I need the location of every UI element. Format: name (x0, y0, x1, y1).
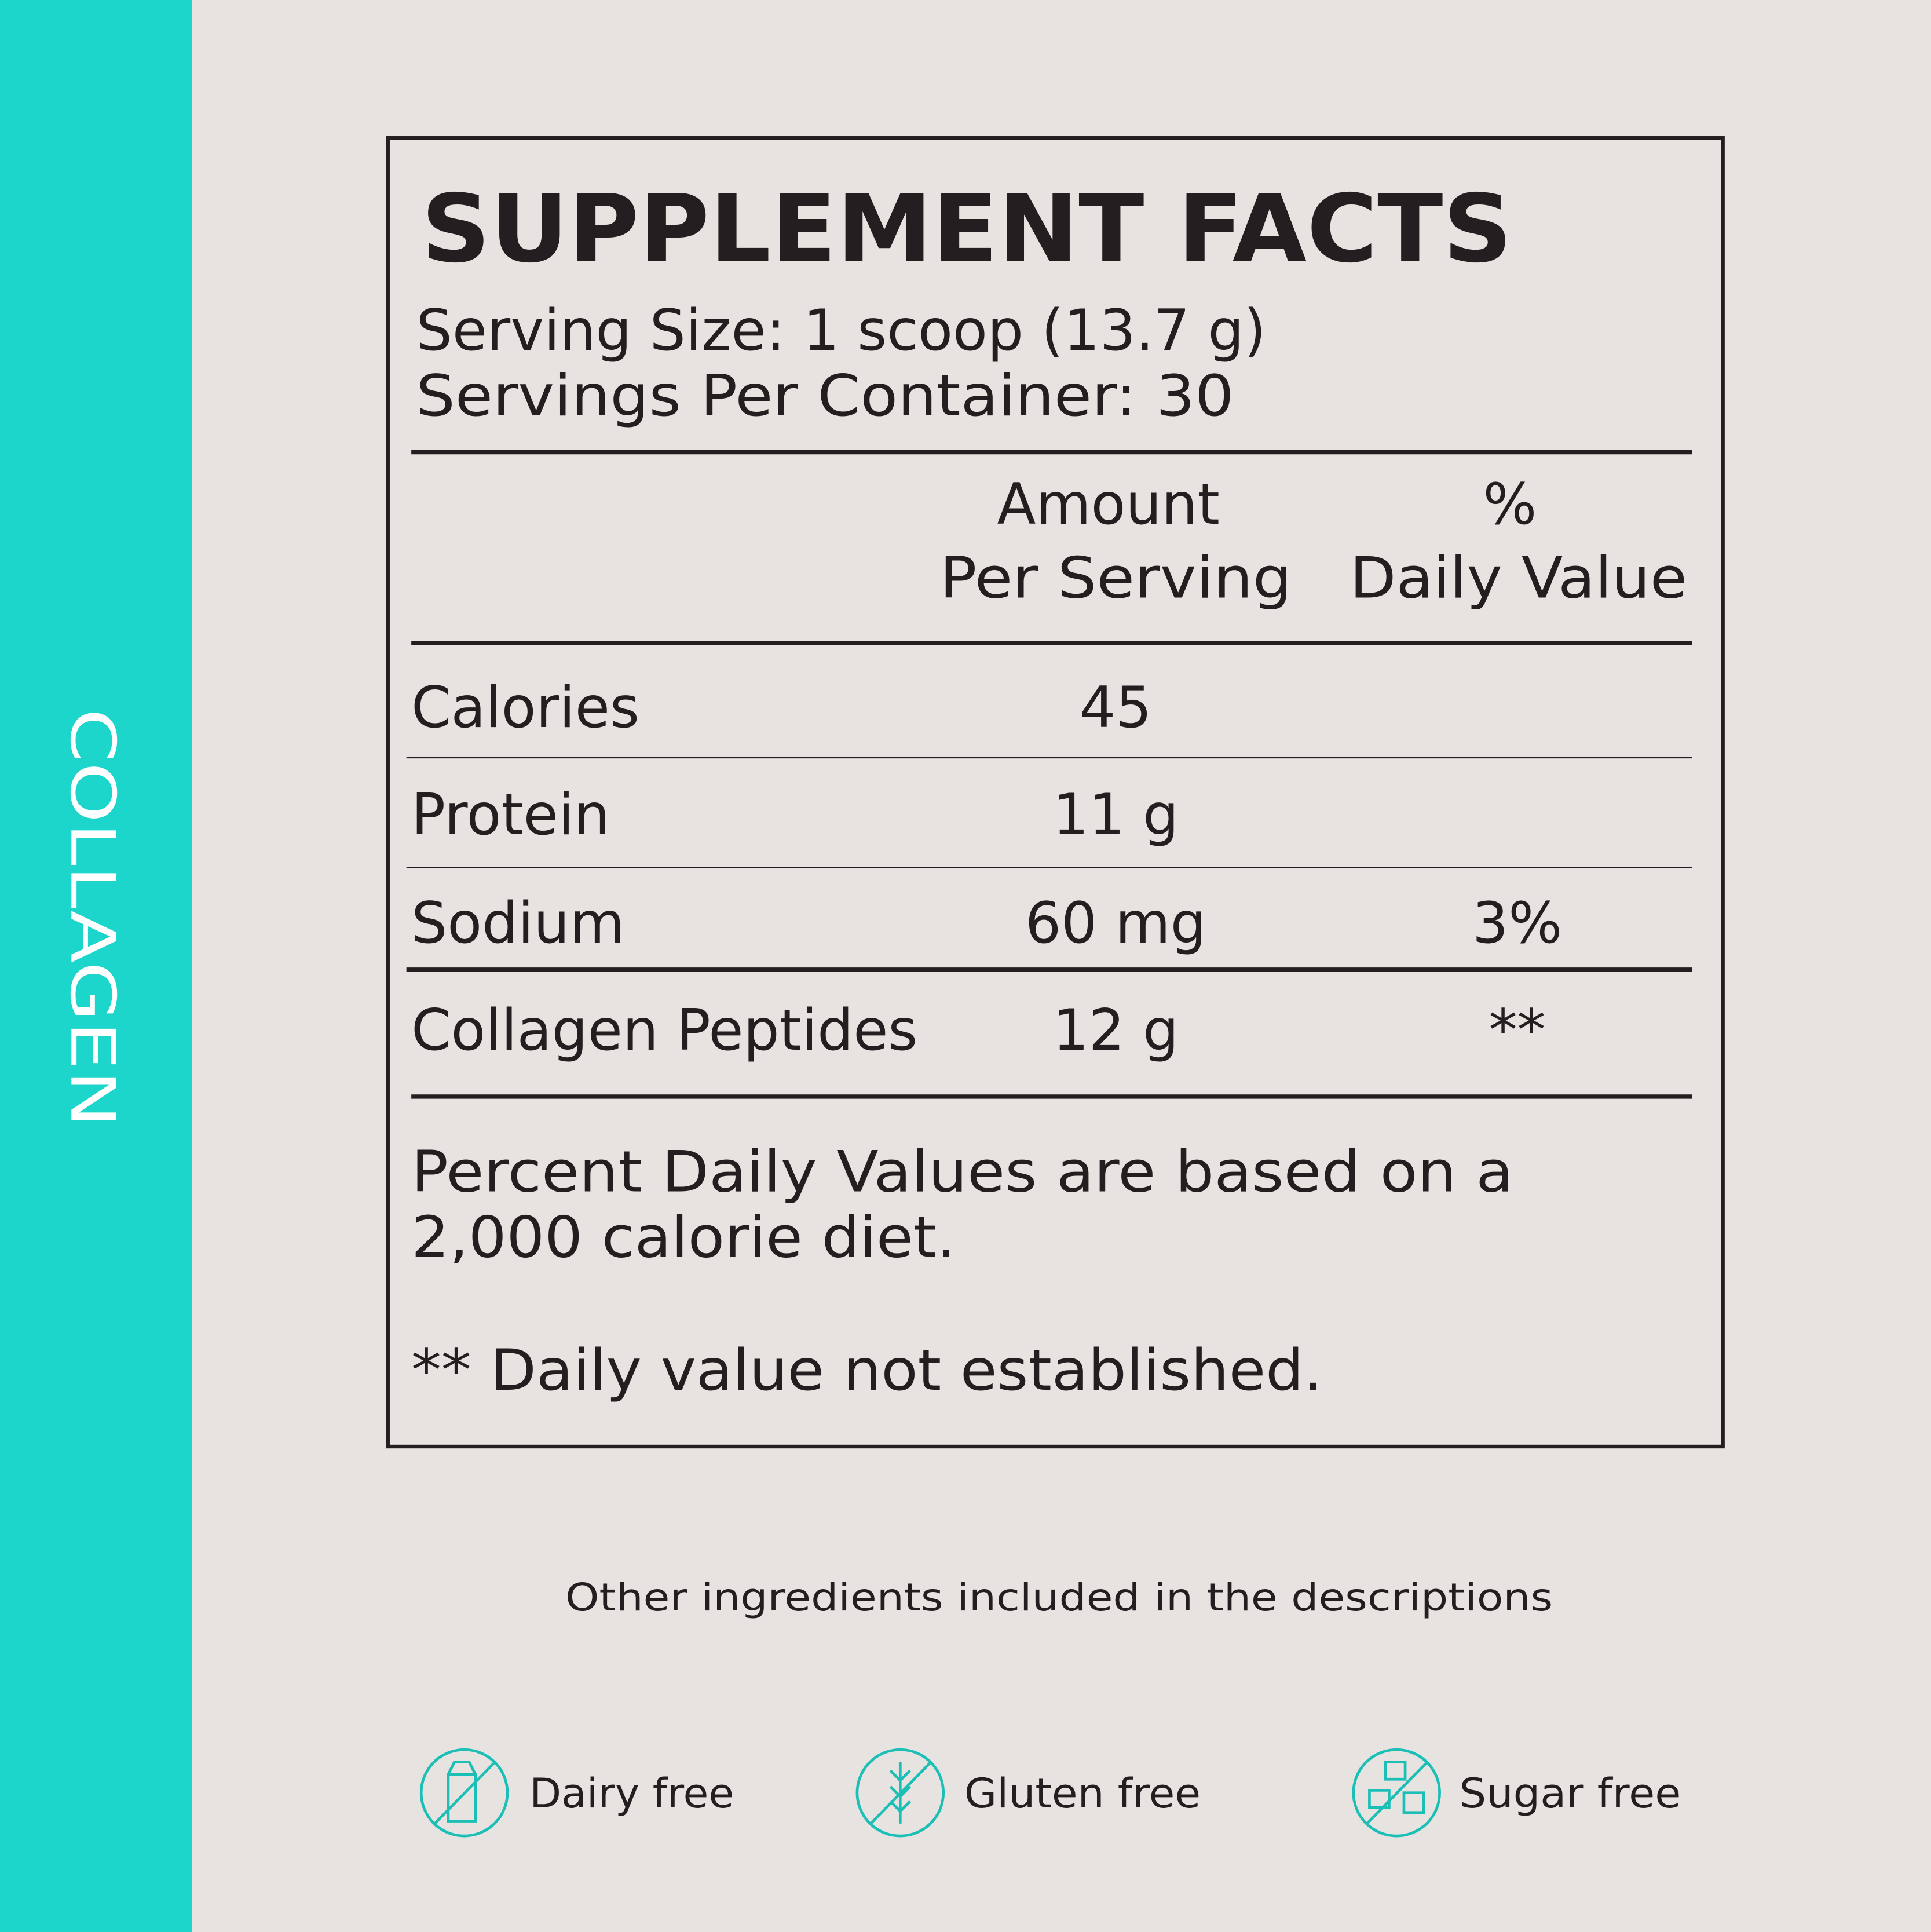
footnote: 2,000 calorie diet. (411, 1204, 956, 1270)
footnote: Percent Daily Values are based on a (411, 1140, 1513, 1206)
badge-label: Gluten free (964, 1770, 1201, 1817)
row-name: Sodium (411, 890, 624, 956)
row-name: Protein (411, 782, 610, 848)
row-amount: 11 g (1053, 782, 1179, 848)
header-amount: Amount (997, 472, 1219, 538)
header-daily-value: % (1483, 472, 1537, 538)
row-name: Collagen Peptides (411, 998, 917, 1064)
facts-title: SUPPLEMENT FACTS (421, 175, 1512, 284)
side-label: COLLAGEN (56, 708, 128, 1127)
header-daily-value: Daily Value (1349, 546, 1687, 612)
badge-label: Dairy free (529, 1770, 734, 1817)
row-amount: 60 mg (1025, 890, 1206, 956)
gluten-icon (855, 1748, 945, 1838)
facts-rows: Calories 45 Protein 11 g Sodium 60 mg 3% Collag… (411, 675, 1562, 1064)
dairy-icon (419, 1748, 509, 1838)
footnote: ** Daily value not established. (411, 1338, 1322, 1404)
facts-box (386, 136, 1725, 1449)
header-amount: Per Serving (939, 546, 1292, 612)
side-bar (0, 0, 192, 1932)
serving-size: Serving Size: 1 scoop (13.7 g) (416, 298, 1266, 364)
other-ingredients: Other ingredients included in the descri… (565, 1575, 1553, 1620)
sugar-icon (1352, 1748, 1441, 1838)
row-amount: 45 (1080, 675, 1151, 741)
row-daily-value: 3% (1472, 890, 1562, 956)
row-name: Calories (411, 675, 639, 741)
row-amount: 12 g (1053, 998, 1179, 1064)
row-daily-value: ** (1489, 998, 1546, 1064)
servings-per-container: Servings Per Container: 30 (416, 363, 1234, 429)
badge-label: Sugar free (1460, 1770, 1681, 1817)
